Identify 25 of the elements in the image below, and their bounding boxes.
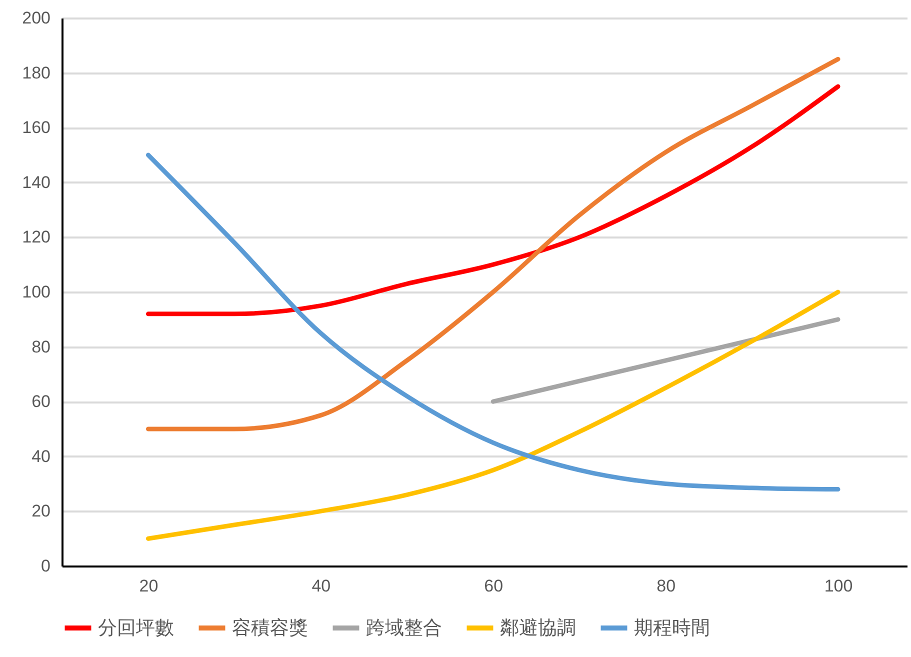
y-tick-label: 140 xyxy=(22,172,50,192)
y-tick-label: 60 xyxy=(32,392,50,412)
y-tick-label: 180 xyxy=(22,63,50,82)
y-tick-label: 80 xyxy=(32,337,50,356)
line-series xyxy=(146,84,840,316)
x-tick-label: 100 xyxy=(824,576,853,596)
legend-label: 期程時間 xyxy=(634,618,710,639)
y-tick-label: 100 xyxy=(22,282,50,302)
y-tick-label: 120 xyxy=(22,228,50,247)
y-tick-label: 200 xyxy=(22,8,50,28)
legend-label: 鄰避協調 xyxy=(500,618,576,639)
legend-label: 跨域整合 xyxy=(366,618,442,639)
x-tick-label: 80 xyxy=(656,576,676,596)
line-series xyxy=(146,56,840,432)
y-tick-label: 40 xyxy=(32,446,50,466)
x-tick-label: 20 xyxy=(139,576,158,596)
line-series xyxy=(146,152,840,492)
y-tick-label: 160 xyxy=(22,118,50,138)
y-tick-label: 20 xyxy=(32,502,50,521)
line-series xyxy=(146,290,840,541)
legend-label: 分回坪數 xyxy=(98,618,174,639)
legend-label: 容積容獎 xyxy=(232,617,308,639)
x-tick-label: 60 xyxy=(484,576,504,596)
x-tick-label: 40 xyxy=(312,576,331,596)
y-tick-label: 0 xyxy=(41,556,50,576)
